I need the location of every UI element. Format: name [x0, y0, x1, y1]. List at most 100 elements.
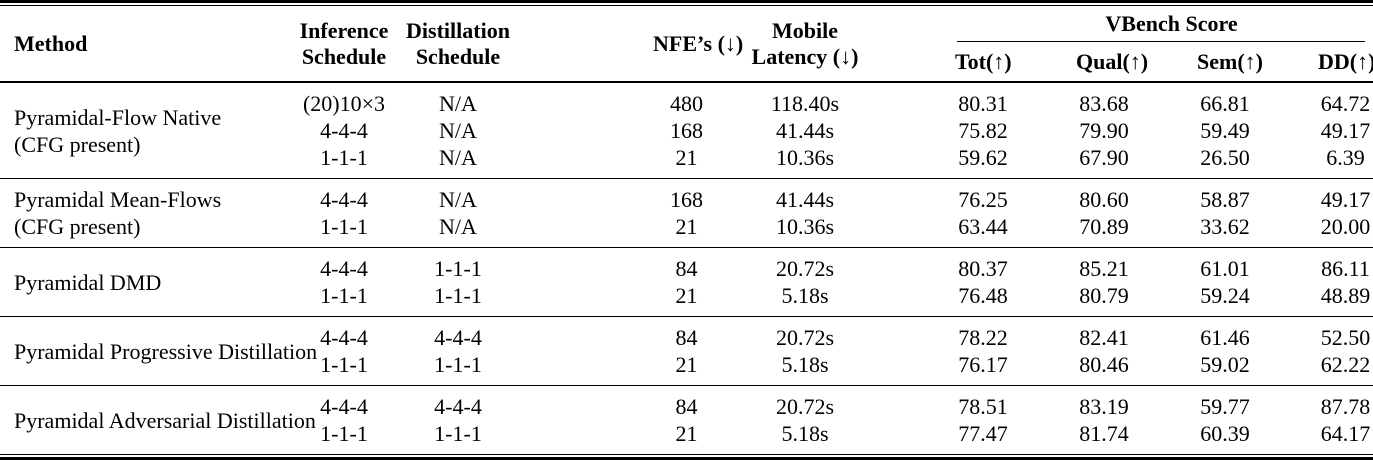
- method-group-pyramidal-mean-flows: Pyramidal Mean-Flows (CFG present) 4-4-4…: [0, 178, 1373, 248]
- table-row: Pyramidal-Flow Native (CFG present) (20)…: [0, 82, 1373, 157]
- dd-score-cell: 87.78: [1253, 385, 1373, 420]
- tot-score-cell: 59.62: [958, 145, 1008, 170]
- mobile-latency-cell: 41.44s: [775, 118, 835, 143]
- qual-score-cell: 85.21: [1011, 247, 1132, 282]
- qual-score-cell: 80.79: [1079, 283, 1129, 308]
- method-group-pyramidal-dmd: Pyramidal DMD 4-4-4 1-1-1 84 20.72s 80.3…: [0, 247, 1373, 317]
- inference-schedule-cell: 4-4-4: [285, 178, 403, 213]
- tot-score-cell: 78.22: [890, 316, 1011, 351]
- mobile-latency-cell: 5.18s: [781, 421, 829, 446]
- dd-score-cell: 64.72: [1320, 91, 1371, 116]
- results-table: Method Inference Schedule Distillation S…: [0, 6, 1373, 455]
- method-name-line: Pyramidal Mean-Flows: [14, 187, 222, 212]
- tot-score-cell: 78.51: [890, 385, 1011, 420]
- column-header-inference-schedule: Inference Schedule: [285, 6, 403, 82]
- nfe-cell: 84: [513, 316, 720, 351]
- table-top-rule-thick: [0, 0, 1373, 3]
- column-header-sem: Sem(↑): [1197, 48, 1263, 74]
- column-group-header-vbench-score: VBench Score: [890, 6, 1373, 42]
- distillation-schedule-cell: N/A: [403, 178, 513, 213]
- table-top-rule-thin: [0, 5, 1373, 6]
- header-row-sub: Tot(↑) Qual(↑) Sem(↑) DD(↑): [0, 42, 1373, 82]
- nfe-cell: 84: [513, 385, 720, 420]
- tot-score-cell: 63.44: [958, 214, 1008, 239]
- table-row: 4-4-4 N/A 168 41.44s 75.82 79.90 59.49 4…: [0, 117, 1373, 144]
- qual-score-cell: 82.41: [1011, 316, 1132, 351]
- method-name-line: Pyramidal-Flow Native: [14, 104, 222, 130]
- qual-score-cell: 67.90: [1079, 145, 1129, 170]
- table-header: Method Inference Schedule Distillation S…: [0, 6, 1373, 82]
- distillation-schedule-cell: N/A: [439, 118, 477, 143]
- qual-score-cell: 80.46: [1079, 352, 1129, 377]
- qual-score-cell: 81.74: [1079, 421, 1129, 446]
- distillation-schedule-cell: 1-1-1: [434, 283, 482, 308]
- column-header-mobile-latency: Mobile Latency (↓): [720, 6, 890, 82]
- header-line: Distillation: [406, 17, 510, 43]
- qual-score-cell: 79.90: [1079, 118, 1129, 143]
- inference-schedule-cell: 1-1-1: [320, 352, 368, 377]
- method-group-pyramidal-flow-native: Pyramidal-Flow Native (CFG present) (20)…: [0, 82, 1373, 179]
- sem-score-cell: 59.49: [1200, 118, 1250, 143]
- column-header-method: Method: [14, 30, 88, 56]
- table-row: Pyramidal Progressive Distillation 4-4-4…: [0, 316, 1373, 386]
- nfe-cell: 21: [675, 214, 698, 239]
- mobile-latency-cell: 20.72s: [720, 385, 890, 420]
- method-name-line: Pyramidal DMD: [14, 269, 162, 295]
- dd-score-cell: 49.17: [1320, 118, 1371, 143]
- sem-score-cell: 66.81: [1200, 91, 1250, 116]
- table-row: Pyramidal Adversarial Distillation 4-4-4…: [0, 385, 1373, 455]
- qual-score-cell: 83.19: [1011, 385, 1132, 420]
- nfe-cell: 21: [675, 145, 698, 170]
- mobile-latency-cell: 118.40s: [770, 91, 840, 116]
- header-line: Latency (↓): [751, 43, 859, 69]
- nfe-cell: 21: [675, 421, 698, 446]
- column-header-qual: Qual(↑): [1076, 48, 1149, 74]
- method-group-pyramidal-adversarial-distillation: Pyramidal Adversarial Distillation 4-4-4…: [0, 385, 1373, 455]
- dd-score-cell: 64.17: [1320, 421, 1371, 446]
- table-bottom-rule-thick: [0, 457, 1373, 460]
- mobile-latency-cell: 20.72s: [720, 247, 890, 282]
- distillation-schedule-cell: 4-4-4: [403, 385, 513, 420]
- sem-score-cell: 33.62: [1200, 214, 1250, 239]
- inference-schedule-cell: 4-4-4: [285, 247, 403, 282]
- distillation-schedule-cell: 1-1-1: [434, 352, 482, 377]
- nfe-cell: 21: [675, 283, 698, 308]
- distillation-schedule-cell: 4-4-4: [403, 316, 513, 351]
- nfe-cell: 84: [513, 247, 720, 282]
- dd-score-cell: 49.17: [1253, 178, 1373, 213]
- mobile-latency-cell: 10.36s: [775, 214, 835, 239]
- qual-score-cell: 80.60: [1011, 178, 1132, 213]
- tot-score-cell: 77.47: [958, 421, 1008, 446]
- table-row: 1-1-1 N/A 21 10.36s 59.62 67.90 26.50 6.…: [0, 144, 1373, 179]
- column-header-dd: DD(↑): [1318, 48, 1373, 74]
- sem-score-cell: 58.87: [1132, 178, 1253, 213]
- mobile-latency-cell: 5.18s: [781, 352, 829, 377]
- nfe-cell: 168: [670, 118, 703, 143]
- dd-score-cell: 20.00: [1320, 214, 1371, 239]
- table-row: 1-1-1 1-1-1 21 5.18s 76.48 80.79 59.24 4…: [0, 282, 1373, 317]
- table-row: Pyramidal Mean-Flows (CFG present) 4-4-4…: [0, 178, 1373, 248]
- mobile-latency-cell: 10.36s: [775, 145, 835, 170]
- header-line: Inference: [299, 17, 389, 43]
- sem-score-cell: 59.77: [1132, 385, 1253, 420]
- sem-score-cell: 26.50: [1200, 145, 1250, 170]
- tot-score-cell: 76.17: [958, 352, 1008, 377]
- tot-score-cell: 80.37: [890, 247, 1011, 282]
- sem-score-cell: 61.01: [1132, 247, 1253, 282]
- mobile-latency-cell: 41.44s: [720, 178, 890, 213]
- nfe-cell: 168: [513, 178, 720, 213]
- method-cell: Pyramidal Adversarial Distillation: [0, 385, 316, 455]
- column-header-nfes: NFE’s (↓): [653, 30, 744, 56]
- distillation-schedule-cell: N/A: [439, 91, 477, 116]
- method-name-line: Pyramidal Adversarial Distillation: [14, 407, 316, 433]
- dd-score-cell: 6.39: [1326, 145, 1365, 170]
- header-line: Schedule: [301, 43, 387, 69]
- mobile-latency-cell: 5.18s: [781, 283, 829, 308]
- table-row: Pyramidal DMD 4-4-4 1-1-1 84 20.72s 80.3…: [0, 247, 1373, 317]
- nfe-cell: 480: [670, 91, 703, 116]
- tot-score-cell: 76.25: [890, 178, 1011, 213]
- dd-score-cell: 86.11: [1253, 247, 1373, 282]
- distillation-schedule-cell: N/A: [439, 214, 477, 239]
- inference-schedule-cell: 1-1-1: [320, 421, 368, 446]
